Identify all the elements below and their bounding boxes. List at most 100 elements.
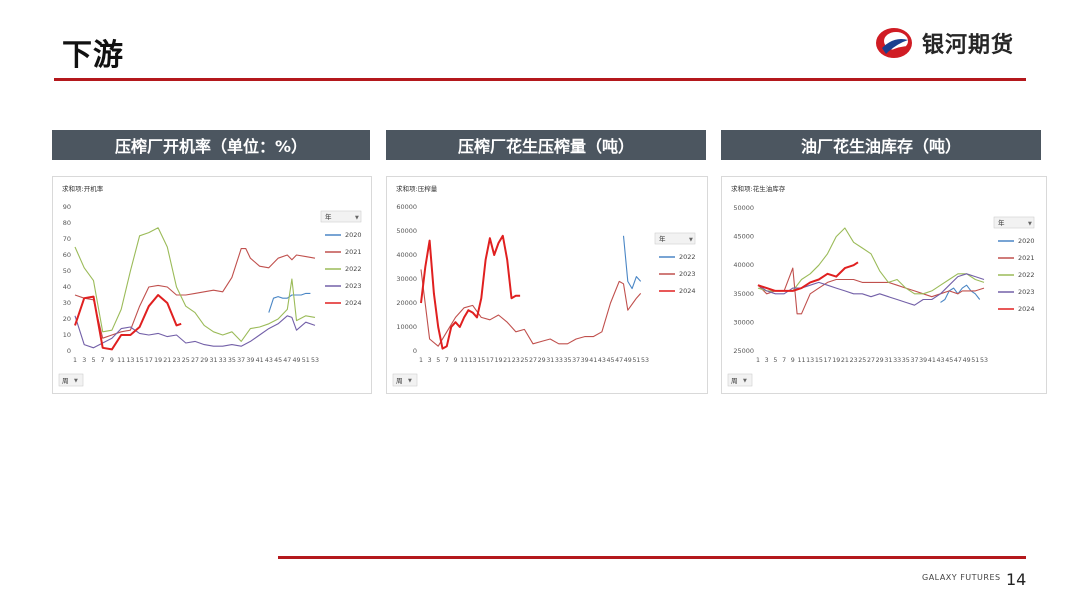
week-filter-button [392, 373, 418, 387]
x-tick-label: 29 [876, 357, 884, 364]
dropdown-arrow-icon: ▼ [689, 237, 693, 243]
legend-entry: 2022 [679, 253, 696, 261]
x-tick-label: 39 [581, 357, 589, 364]
y-tick-label: 0 [67, 347, 71, 355]
series-line-2022 [757, 227, 985, 295]
x-tick-label: 19 [495, 357, 503, 364]
x-tick-label: 23 [850, 357, 858, 364]
series-line-2023 [74, 315, 316, 349]
logo-text: 银河期货 [922, 33, 1015, 58]
x-tick-label: 43 [265, 357, 273, 364]
chart-oil-inventory: 求和项:花生油库存 25000 30000 35000 40000 45000 50000 1… [727, 184, 1035, 387]
dropdown-arrow-icon: ▼ [408, 378, 412, 384]
company-logo: 银河期货 [874, 26, 1014, 60]
x-tick-label: 33 [219, 357, 227, 364]
chart-title: 求和项:花生油库存 [731, 184, 786, 193]
legend: 年 ▼ 2022 2023 2024 [654, 232, 696, 295]
x-tick-label: 3 [82, 357, 86, 364]
x-tick-label: 37 [237, 357, 245, 364]
week-filter-button [58, 373, 84, 387]
x-tick-label: 49 [963, 357, 971, 364]
y-tick-label: 30 [63, 299, 71, 307]
x-tick-label: 31 [884, 357, 892, 364]
x-tick-label: 17 [145, 357, 153, 364]
top-divider [54, 78, 1026, 81]
x-tick-label: 53 [980, 357, 988, 364]
x-tick-label: 45 [945, 357, 953, 364]
week-filter-label: 周 [396, 377, 403, 385]
dropdown-arrow-icon: ▼ [355, 215, 359, 221]
y-tick-label: 50000 [733, 204, 754, 212]
x-tick-label: 27 [867, 357, 875, 364]
x-tick-label: 37 [572, 357, 580, 364]
dropdown-arrow-icon: ▼ [743, 378, 747, 384]
x-tick-label: 27 [529, 357, 537, 364]
legend-entry: 2023 [345, 282, 362, 290]
week-filter-label: 周 [731, 377, 738, 385]
y-tick-label: 80 [63, 219, 71, 227]
series-line-2024 [757, 261, 859, 292]
legend-entry: 2020 [1018, 237, 1035, 245]
x-tick-label: 35 [228, 357, 236, 364]
legend-entry: 2020 [345, 231, 362, 239]
legend-entry: 2022 [345, 265, 362, 273]
x-tick-label: 3 [428, 357, 432, 364]
x-tick-label: 7 [782, 357, 786, 364]
x-tick-label: 13 [806, 357, 814, 364]
x-tick-label: 15 [136, 357, 144, 364]
x-tick-label: 35 [563, 357, 571, 364]
banner-oil-inventory: 油厂花生油库存（吨） [721, 130, 1041, 160]
x-tick-label: 51 [971, 357, 979, 364]
x-tick-label: 1 [419, 357, 423, 364]
legend-title: 年 [659, 234, 666, 243]
legend-entry: 2021 [345, 248, 362, 256]
x-tick-label: 25 [520, 357, 528, 364]
x-tick-label: 15 [477, 357, 485, 364]
series-line-2022 [74, 227, 316, 342]
x-tick-label: 5 [773, 357, 777, 364]
x-tick-label: 23 [173, 357, 181, 364]
page-number: 14 [1006, 570, 1027, 589]
y-tick-label: 0 [413, 347, 417, 355]
y-tick-label: 20 [63, 315, 71, 323]
x-tick-label: 31 [209, 357, 217, 364]
x-tick-label: 43 [598, 357, 606, 364]
x-tick-label: 1 [73, 357, 77, 364]
chart-title: 求和项:开机率 [62, 184, 104, 193]
series-line-2021 [74, 248, 316, 339]
page-title: 下游 [62, 38, 124, 73]
x-tick-label: 15 [815, 357, 823, 364]
x-tick-label: 17 [486, 357, 494, 364]
legend-filter-button [320, 210, 362, 223]
y-tick-label: 20000 [396, 299, 417, 307]
x-tick-label: 51 [302, 357, 310, 364]
x-tick-label: 45 [274, 357, 282, 364]
x-tick-label: 9 [110, 357, 114, 364]
x-tick-label: 21 [841, 357, 849, 364]
x-tick-label: 27 [191, 357, 199, 364]
y-tick-label: 10000 [396, 323, 417, 331]
legend-entry: 2024 [345, 299, 362, 307]
y-tick-label: 30000 [733, 318, 754, 326]
x-tick-label: 17 [824, 357, 832, 364]
x-tick-label: 19 [832, 357, 840, 364]
legend-title: 年 [325, 212, 332, 221]
x-tick-label: 7 [101, 357, 105, 364]
chart-title: 求和项:压榨量 [396, 184, 438, 193]
series-line-2023 [420, 269, 642, 347]
y-tick-label: 50 [63, 267, 71, 275]
y-tick-label: 40 [63, 283, 71, 291]
banner-crush-volume: 压榨厂花生压榨量（吨） [386, 130, 706, 160]
x-tick-label: 49 [293, 357, 301, 364]
x-tick-label: 5 [91, 357, 95, 364]
x-tick-label: 23 [512, 357, 520, 364]
x-tick-label: 39 [246, 357, 254, 364]
x-tick-label: 43 [937, 357, 945, 364]
legend-entry: 2023 [1018, 288, 1035, 296]
x-tick-label: 9 [791, 357, 795, 364]
x-tick-label: 21 [503, 357, 511, 364]
x-tick-label: 33 [555, 357, 563, 364]
x-tick-label: 37 [910, 357, 918, 364]
legend-entry: 2024 [679, 287, 696, 295]
